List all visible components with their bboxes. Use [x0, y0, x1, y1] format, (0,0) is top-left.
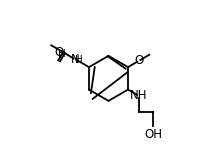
Text: H: H — [58, 49, 66, 59]
Text: H: H — [75, 55, 83, 65]
Text: O: O — [54, 46, 64, 59]
Text: OH: OH — [144, 128, 162, 141]
Text: NH: NH — [130, 89, 147, 102]
Text: N: N — [71, 53, 80, 66]
Text: O: O — [134, 54, 143, 67]
